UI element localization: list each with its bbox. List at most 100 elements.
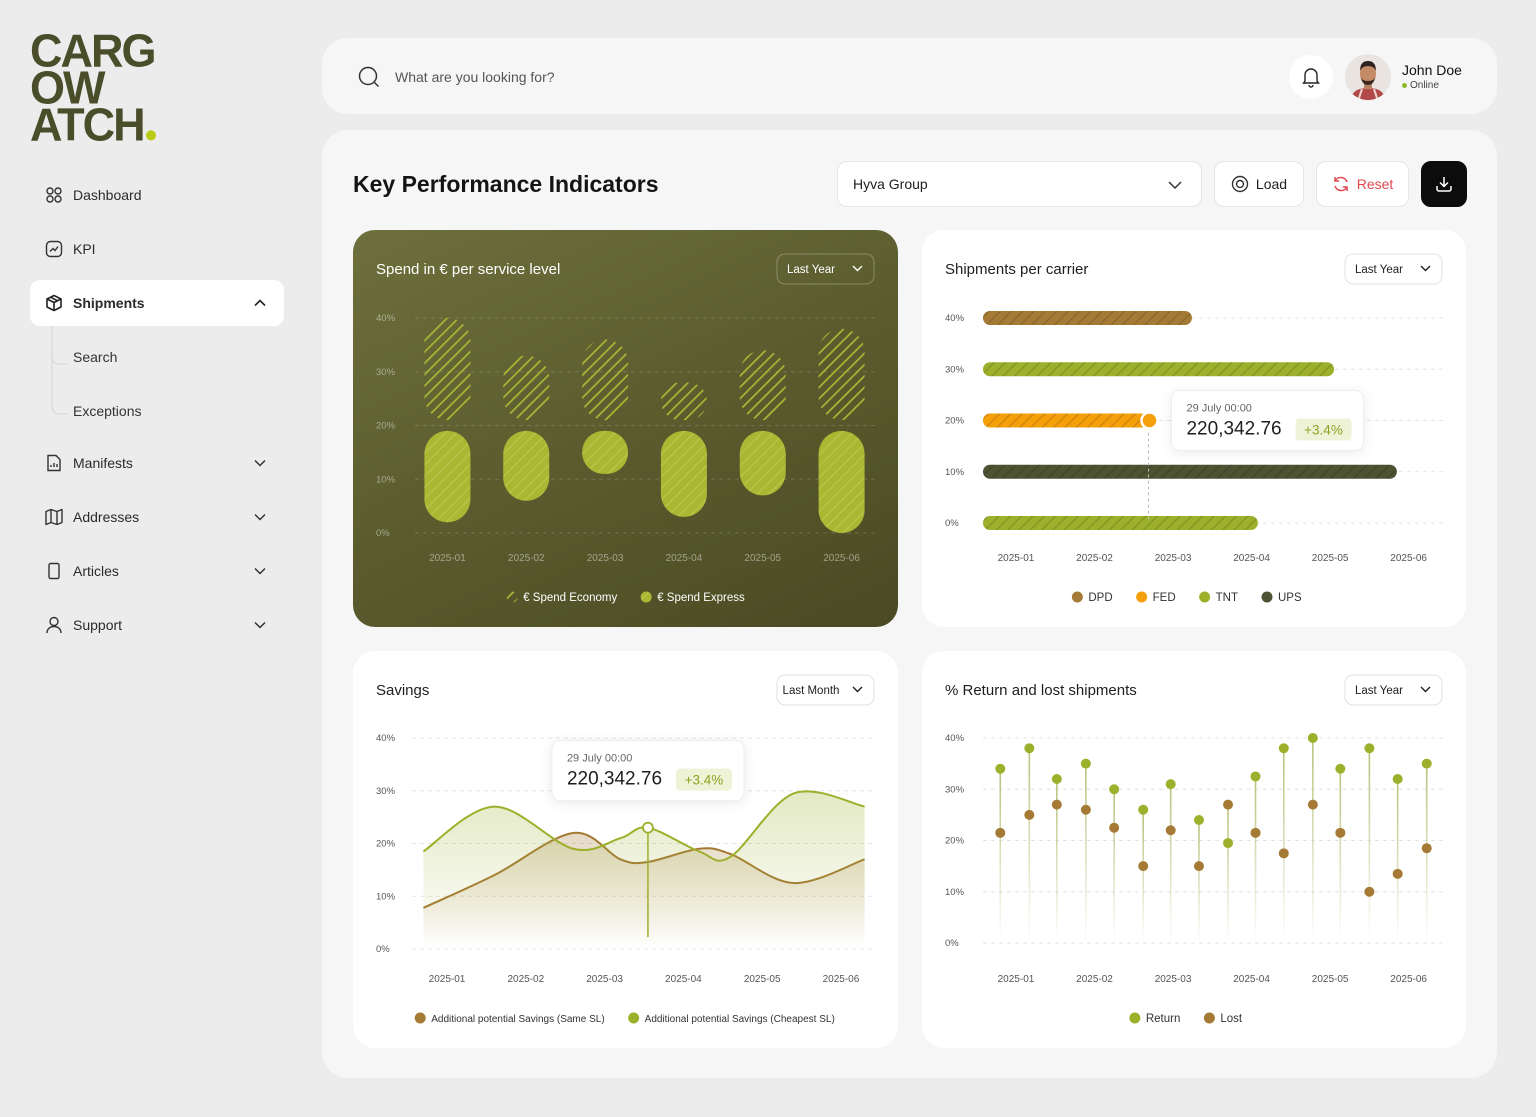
legend-item: Additional potential Savings (Same SL) (414, 1012, 605, 1025)
stem (1254, 776, 1257, 943)
x-tick-label: 2025-06 (823, 974, 860, 985)
x-tick-label: 2025-03 (1155, 974, 1192, 985)
icon (1231, 175, 1249, 193)
y-tick-label: 20% (945, 836, 965, 847)
icon (45, 508, 63, 526)
legend-label: FED (1153, 592, 1176, 604)
x-tick-label: 2025-04 (666, 553, 703, 564)
legend-label: € Spend Economy (523, 592, 617, 604)
button-label: Reset (1356, 176, 1394, 192)
period-select[interactable] (1344, 253, 1443, 285)
icon (45, 240, 63, 258)
dot (1024, 809, 1035, 820)
logo-line: OW (30, 61, 105, 114)
dot (1335, 763, 1346, 774)
button-label: Load (1255, 176, 1288, 192)
legend-swatch (1136, 591, 1148, 603)
period-select[interactable] (776, 674, 875, 706)
dot (1080, 804, 1091, 815)
chart: % Return and lost shipments Last Year 0% 10… (945, 674, 1444, 1025)
stem (999, 768, 1002, 943)
search-input[interactable]: What are you looking for? (395, 69, 555, 85)
legend-label: Additional potential Savings (Same SL) (431, 1014, 604, 1025)
dot (1335, 827, 1346, 838)
stem (1396, 779, 1399, 943)
range-bar (739, 430, 786, 496)
legend-label: UPS (1278, 592, 1302, 604)
nav-item[interactable]: Dashboard (30, 172, 284, 218)
nav-item[interactable]: Shipments (30, 280, 284, 326)
load-button[interactable]: Load (1214, 161, 1304, 207)
stem (1282, 748, 1285, 943)
nav-label: KPI (73, 241, 96, 257)
y-tick-label: 0% (945, 938, 959, 949)
status-text: Online (1410, 80, 1439, 91)
tooltip: 29 July 00:00 220,342.76 +3.4% (1170, 390, 1364, 451)
legend-swatch (640, 591, 652, 603)
stem (1056, 779, 1058, 943)
logo-line: ATCH (30, 101, 156, 148)
logo-text: ATCH (30, 98, 146, 151)
dot (1250, 827, 1261, 838)
nav-item[interactable]: Support (30, 602, 284, 648)
legend: Additional potential Savings (Same SL) Ad… (414, 1012, 835, 1025)
legend-label: TNT (1216, 592, 1238, 604)
icon (47, 454, 61, 472)
nav-item[interactable]: Addresses (30, 494, 284, 540)
dot (1051, 799, 1062, 810)
notification-button[interactable] (1288, 54, 1334, 100)
bar (983, 362, 1335, 377)
chart: Savings Last Month 0% 10% 20% 30% 40% 2025-01 20… (376, 674, 875, 1025)
dot (1165, 779, 1176, 790)
period-select[interactable] (1344, 674, 1443, 706)
x-tick-label: 2025-05 (744, 974, 781, 985)
group-select[interactable]: Hyva Group (837, 161, 1202, 207)
x-tick-label: 2025-06 (1390, 974, 1427, 985)
user-status: Online (1402, 80, 1439, 91)
dot (1392, 774, 1403, 784)
dot (1278, 848, 1289, 859)
nav-subitem[interactable]: Search (73, 349, 118, 365)
range-bar (503, 355, 550, 421)
y-tick-label: 0% (376, 528, 390, 539)
legend: DPD FED TNT UPS (1071, 591, 1302, 604)
logo-dot (145, 130, 156, 141)
range-bar (818, 430, 865, 533)
tooltip-date: 29 July 00:00 (1186, 403, 1251, 415)
x-tick-label: 2025-05 (1312, 974, 1349, 985)
nav-item[interactable]: Manifests (30, 440, 284, 486)
dot (1109, 822, 1120, 833)
page-title: Key Performance Indicators (353, 171, 659, 197)
y-tick-label: 20% (945, 416, 965, 427)
stem (1142, 809, 1145, 943)
nav-item[interactable]: Articles (30, 548, 284, 594)
reset-button[interactable]: Reset (1316, 161, 1409, 207)
tooltip-dot (1140, 411, 1159, 430)
x-tick-label: 2025-05 (744, 553, 781, 564)
bar (983, 464, 1397, 479)
dot (1024, 743, 1035, 754)
download-button[interactable] (1421, 161, 1467, 207)
nav-subitem[interactable]: Exceptions (73, 403, 142, 419)
chart-title: % Return and lost shipments (945, 682, 1137, 699)
period-select[interactable] (776, 253, 875, 285)
x-tick-label: 2025-01 (429, 974, 466, 985)
user-name: John Doe (1402, 62, 1462, 78)
legend-swatch (1071, 591, 1083, 603)
logo-line: CARG (30, 24, 156, 77)
nav-label: Shipments (73, 295, 145, 311)
y-tick-label: 30% (376, 367, 396, 378)
dot (995, 763, 1006, 774)
nav-item[interactable]: KPI (30, 226, 284, 272)
stem (1198, 820, 1200, 943)
stem (1227, 804, 1229, 943)
chevron (1168, 181, 1182, 190)
x-tick-label: 2025-02 (1076, 553, 1113, 564)
legend-label: Return (1146, 1013, 1181, 1025)
chevron (852, 686, 863, 693)
chevron (1420, 686, 1431, 693)
dot (1223, 838, 1234, 849)
x-tick-label: 2025-03 (1155, 553, 1192, 564)
period-label: Last Year (787, 264, 835, 276)
legend-item: Return (1129, 1012, 1181, 1025)
